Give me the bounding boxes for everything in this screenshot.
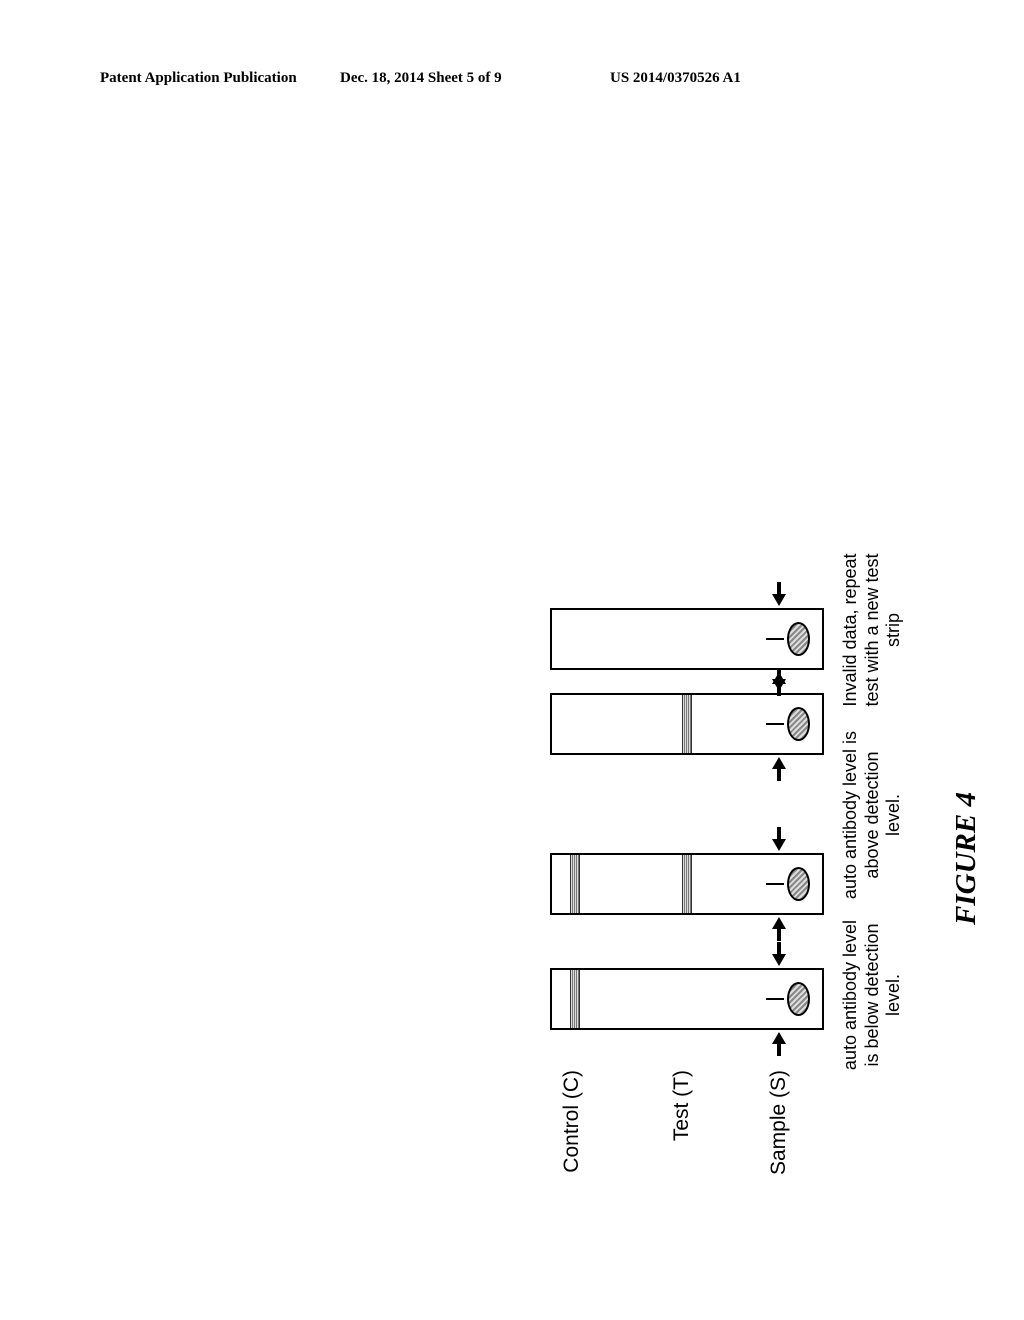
test-band xyxy=(682,855,692,913)
arrow-right-icon xyxy=(772,757,786,769)
arrow-right-icon xyxy=(772,917,786,929)
strip-caption: auto antibody level is above detection l… xyxy=(840,730,905,900)
header-mid: Dec. 18, 2014 Sheet 5 of 9 xyxy=(340,70,502,87)
sample-tick xyxy=(766,638,784,640)
sample-well xyxy=(787,867,810,901)
test-band xyxy=(682,695,692,753)
arrow-left-icon xyxy=(772,954,786,966)
arrow-left-icon xyxy=(772,594,786,606)
arrow-right-icon xyxy=(772,672,786,684)
test-strip xyxy=(550,693,824,755)
sample-well xyxy=(787,982,810,1016)
control-band xyxy=(570,970,580,1028)
arrow-left-icon xyxy=(772,839,786,851)
strip-caption: auto antibody level is below detection l… xyxy=(840,915,905,1075)
sample-well xyxy=(787,707,810,741)
label-test: Test (T) xyxy=(670,1070,694,1190)
sample-tick xyxy=(766,998,784,1000)
sample-tick xyxy=(766,883,784,885)
sample-tick xyxy=(766,723,784,725)
strip-caption: Invalid data, repeat test with a new tes… xyxy=(840,540,905,720)
control-band xyxy=(570,855,580,913)
figure-title: FIGURE 4 xyxy=(950,792,983,925)
test-strip-diagram: Control (C) Test (T) Sample (S) FIGURE 4… xyxy=(550,530,1024,1170)
label-sample: Sample (S) xyxy=(767,1070,791,1190)
header-left: Patent Application Publication xyxy=(100,70,297,87)
test-strip xyxy=(550,853,824,915)
sample-well xyxy=(787,622,810,656)
test-strip xyxy=(550,608,824,670)
test-strip xyxy=(550,968,824,1030)
arrow-right-icon xyxy=(772,1032,786,1044)
figure-container: Control (C) Test (T) Sample (S) FIGURE 4… xyxy=(550,530,1024,1170)
label-control: Control (C) xyxy=(560,1070,584,1190)
header-right: US 2014/0370526 A1 xyxy=(610,70,741,87)
